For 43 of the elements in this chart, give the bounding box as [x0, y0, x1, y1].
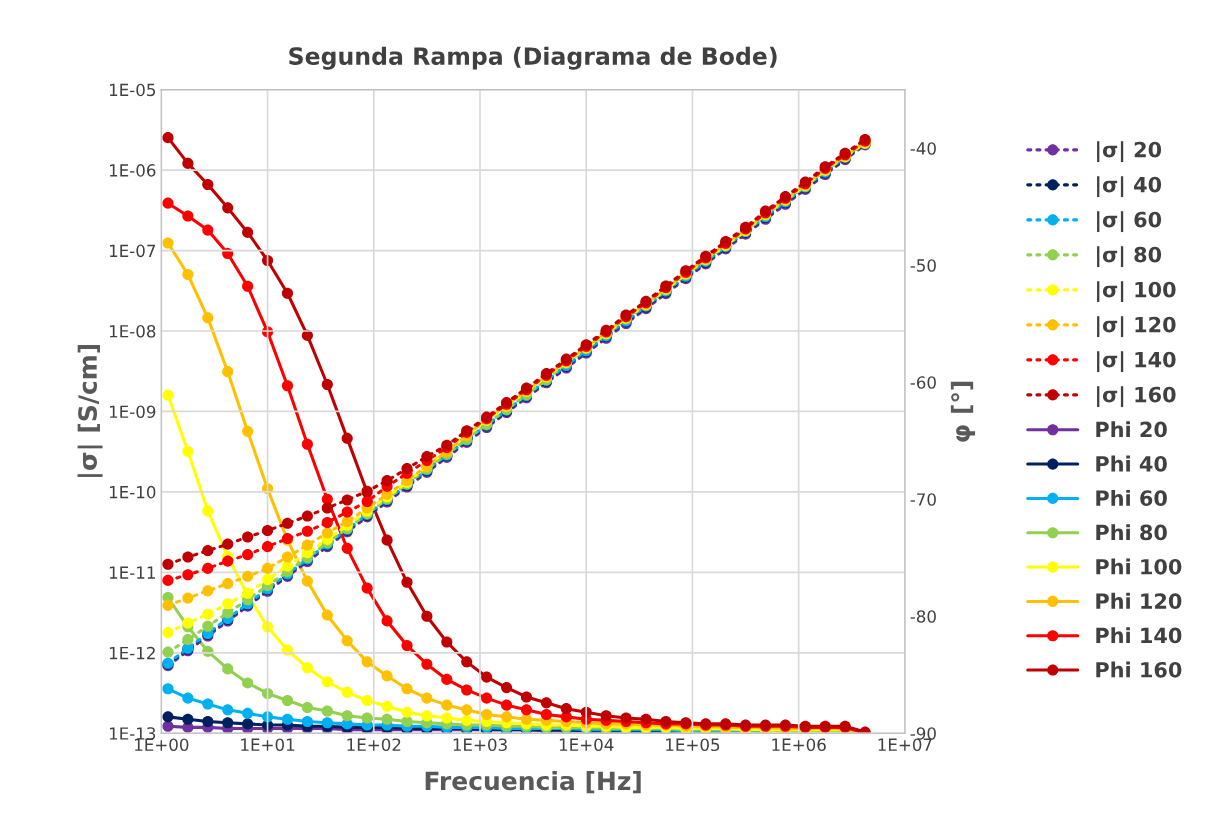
- x-tick-label: 1E+01: [241, 738, 295, 752]
- legend-label: |σ| 160: [1097, 386, 1176, 408]
- x-tick-label: 1E+00: [135, 738, 189, 752]
- y-tick-label: 1E-05: [109, 83, 156, 97]
- x-tick-label: 1E+03: [453, 738, 507, 752]
- chart-title: Segunda Rampa (Diagrama de Bode): [289, 46, 777, 70]
- x-tick-label: 1E+07: [878, 738, 932, 752]
- legend-label: |σ| 60: [1097, 211, 1162, 233]
- legend-label: Phi 60: [1096, 489, 1167, 507]
- y2-tick-label: -80: [910, 610, 936, 623]
- y2-tick-label: -50: [910, 259, 936, 272]
- x-tick-label: 1E+06: [772, 738, 826, 752]
- y2-tick-label: -60: [910, 376, 936, 389]
- x-tick-label: 1E+02: [347, 738, 401, 752]
- y-axis-title: |σ| [S/cm]: [77, 344, 103, 477]
- x-tick-label: 1E+04: [559, 738, 614, 752]
- y-tick-label: 1E-09: [109, 405, 156, 419]
- legend-label: |σ| 140: [1097, 351, 1176, 373]
- legend-label: Phi 20: [1096, 421, 1167, 438]
- y2-tick-label: -70: [910, 493, 936, 506]
- legend-label: Phi 100: [1096, 558, 1182, 575]
- legend-label: Phi 80: [1096, 524, 1167, 541]
- legend-label: Phi 40: [1096, 455, 1167, 472]
- legend-label: Phi 120: [1096, 592, 1182, 609]
- legend-label: Phi 160: [1096, 661, 1182, 678]
- y-tick-label: 1E-10: [109, 485, 156, 499]
- y2-tick-label: -40: [910, 142, 936, 155]
- y2-tick-label: -90: [910, 727, 936, 740]
- legend-label: |σ| 20: [1097, 141, 1162, 163]
- legend-label: |σ| 120: [1097, 316, 1176, 338]
- y-tick-label: 1E-12: [109, 646, 155, 660]
- legend-label: |σ| 40: [1097, 176, 1162, 198]
- y-tick-label: 1E-13: [109, 727, 156, 740]
- legend-label: Phi 140: [1096, 627, 1182, 644]
- x-tick-label: 1E+05: [666, 738, 720, 752]
- y-tick-label: 1E-08: [109, 324, 156, 338]
- y2-axis-title: φ [°]: [950, 381, 976, 442]
- legend-label: |σ| 100: [1097, 281, 1176, 303]
- x-axis-title: Frecuencia [Hz]: [425, 770, 641, 794]
- legend-label: |σ| 80: [1097, 246, 1162, 268]
- y-tick-label: 1E-07: [109, 244, 156, 258]
- y-tick-label: 1E-11: [109, 566, 155, 579]
- y-tick-label: 1E-06: [109, 164, 156, 177]
